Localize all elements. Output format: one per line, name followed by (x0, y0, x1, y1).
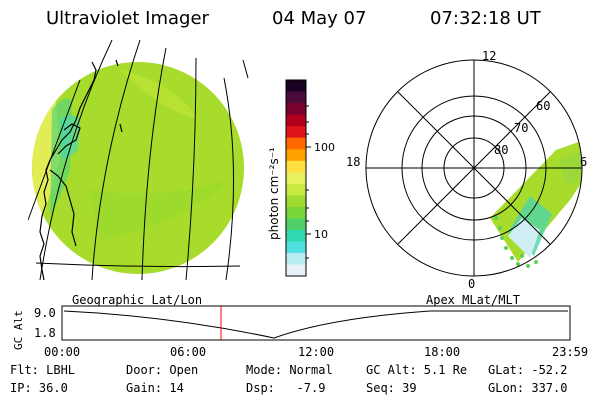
lat-label-80: 80 (494, 143, 508, 157)
mlt-label-12: 12 (482, 49, 496, 63)
colorbar-band (286, 172, 306, 185)
coastline (39, 59, 123, 281)
dsp-status: Dsp: -7.9 (246, 381, 326, 395)
gain-status: Gain: 14 (126, 381, 184, 395)
colorbar-band (286, 126, 306, 139)
colorbar-band (286, 91, 306, 104)
x-tick-0600: 06:00 (170, 345, 207, 359)
polar-aurora (490, 140, 582, 262)
gc-alt-status: GC Alt: 5.1 Re (366, 363, 468, 377)
colorbar-band (286, 114, 306, 127)
lat-label-60: 60 (536, 99, 550, 113)
colorbar-band (286, 183, 306, 196)
mlt-label-18: 18 (346, 155, 360, 169)
timeline-axis-label: GC Alt (12, 310, 25, 350)
colorbar-tick-10: 10 (314, 228, 328, 241)
mlt-label-6: 6 (580, 155, 587, 169)
mlt-label-0: 0 (468, 277, 475, 291)
colorbar-band (286, 218, 306, 231)
date-label: 04 May 07 (272, 8, 367, 29)
x-tick-1800: 18:00 (424, 345, 461, 359)
filter-status: Flt: LBHL (10, 363, 76, 377)
colorbar-band (286, 252, 306, 265)
x-tick-1200: 12:00 (298, 345, 335, 359)
lat-lon-grid (28, 40, 249, 280)
y-tick-9: 9.0 (34, 306, 56, 320)
ip-status: IP: 36.0 (10, 381, 68, 395)
lat-label-70: 70 (514, 121, 528, 135)
x-tick-0000: 00:00 (44, 345, 81, 359)
geo-caption: Geographic Lat/Lon (72, 293, 203, 307)
colorbar-band (286, 206, 306, 219)
polar-dots (494, 216, 538, 268)
colorbar-band (286, 195, 306, 208)
glon-status: GLon: 337.0 (488, 381, 568, 395)
colorbar-band (286, 137, 306, 150)
colorbar-tick-100: 100 (314, 141, 335, 154)
colorbar-unit-label: photon cm⁻²s⁻¹ (267, 147, 281, 240)
glat-status: GLat: -52.2 (488, 363, 568, 377)
door-status: Door: Open (126, 363, 199, 377)
colorbar-band (286, 80, 306, 93)
colorbar-band (286, 103, 306, 116)
colorbar-band (286, 229, 306, 242)
colorbar-band (286, 241, 306, 254)
y-tick-1-8: 1.8 (34, 326, 56, 340)
polar-grid (365, 59, 583, 277)
polar-caption: Apex MLat/MLT (426, 293, 520, 307)
colorbar-band (286, 160, 306, 173)
colorbar-band (286, 264, 306, 277)
seq-status: Seq: 39 (366, 381, 417, 395)
colorbar-band (286, 149, 306, 162)
instrument-title: Ultraviolet Imager (46, 8, 209, 29)
time-label: 07:32:18 UT (430, 8, 541, 29)
mode-status: Mode: Normal (246, 363, 333, 377)
x-tick-2359: 23:59 (552, 345, 589, 359)
altitude-curve (63, 310, 568, 339)
